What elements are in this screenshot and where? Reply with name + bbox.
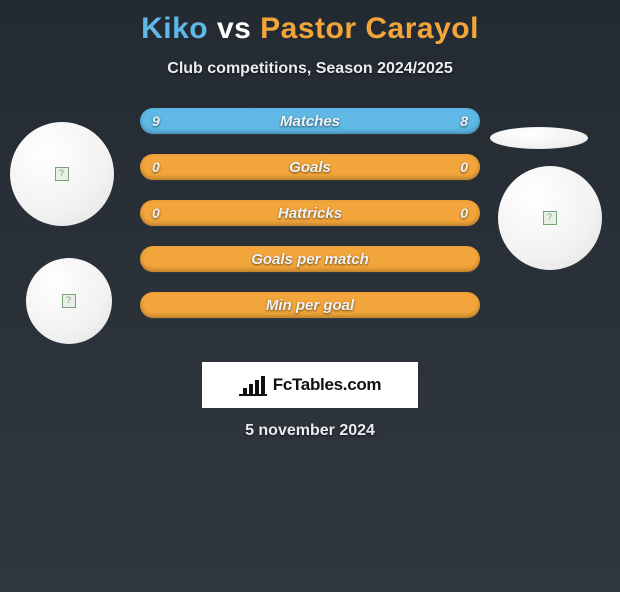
stat-bar-hattricks: 0 Hattricks 0 (140, 200, 480, 226)
stat-value-right: 0 (460, 159, 468, 175)
player2-avatar (498, 166, 602, 270)
vs-label: vs (217, 12, 251, 45)
subtitle: Club competitions, Season 2024/2025 (0, 60, 620, 78)
stat-value-left: 0 (152, 205, 160, 221)
placeholder-image-icon (55, 167, 69, 181)
bar-chart-icon (239, 374, 267, 396)
stat-label: Goals (289, 159, 331, 176)
stat-bar-min-per-goal: Min per goal (140, 292, 480, 318)
stat-value-right: 8 (460, 113, 468, 129)
player1-avatar-bottom (26, 258, 112, 344)
date-label: 5 november 2024 (0, 422, 620, 440)
stat-value-right: 0 (460, 205, 468, 221)
stat-label: Hattricks (278, 205, 342, 222)
decorative-ellipse (490, 127, 588, 149)
stat-value-left: 0 (152, 159, 160, 175)
fctables-logo: FcTables.com (202, 362, 418, 408)
logo-text: FcTables.com (273, 375, 382, 395)
stat-value-left: 9 (152, 113, 160, 129)
stat-bar-matches: 9 Matches 8 (140, 108, 480, 134)
stat-bar-goals-per-match: Goals per match (140, 246, 480, 272)
player1-name: Kiko (141, 12, 208, 45)
placeholder-image-icon (543, 211, 557, 225)
player1-avatar-top (10, 122, 114, 226)
comparison-title: Kiko vs Pastor Carayol (0, 12, 620, 46)
player2-name: Pastor Carayol (260, 12, 479, 45)
stat-label: Matches (280, 113, 340, 130)
stat-label: Goals per match (251, 251, 369, 268)
stat-label: Min per goal (266, 297, 354, 314)
comparison-bars: 9 Matches 8 0 Goals 0 0 Hattricks 0 Goals per mat… (140, 108, 480, 338)
stat-bar-goals: 0 Goals 0 (140, 154, 480, 180)
placeholder-image-icon (62, 294, 76, 308)
